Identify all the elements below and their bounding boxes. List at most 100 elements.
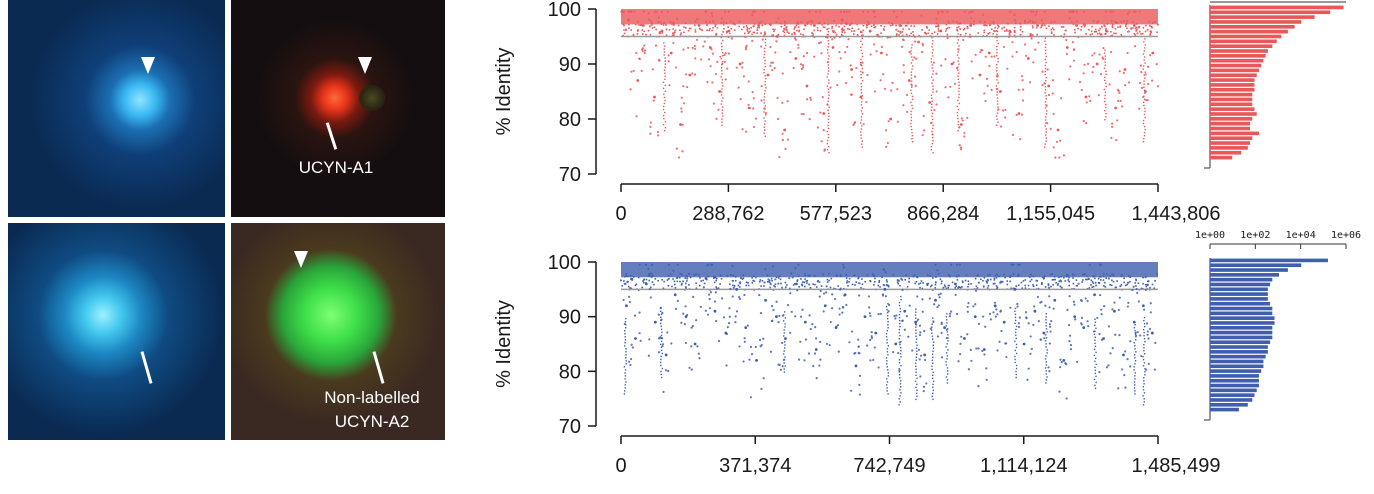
data-point bbox=[747, 106, 751, 110]
data-point bbox=[1113, 32, 1115, 35]
data-point bbox=[900, 380, 902, 382]
data-point bbox=[844, 82, 848, 85]
data-point bbox=[769, 45, 772, 49]
data-point bbox=[931, 115, 933, 118]
data-point bbox=[1009, 276, 1011, 279]
data-point bbox=[722, 39, 724, 42]
data-point bbox=[899, 389, 901, 391]
data-point bbox=[998, 25, 1000, 28]
data-point bbox=[915, 329, 917, 331]
data-point bbox=[861, 113, 864, 115]
data-point bbox=[1049, 325, 1052, 328]
data-point bbox=[853, 352, 856, 355]
data-point bbox=[1044, 92, 1046, 94]
data-point bbox=[732, 274, 735, 277]
data-point bbox=[861, 34, 863, 36]
data-point bbox=[664, 90, 667, 93]
data-point bbox=[1142, 356, 1144, 358]
data-point bbox=[1065, 363, 1068, 366]
data-point bbox=[708, 307, 712, 310]
data-point bbox=[694, 57, 697, 60]
data-point bbox=[761, 24, 764, 27]
data-point bbox=[683, 26, 685, 28]
data-point bbox=[915, 335, 917, 337]
data-point bbox=[1062, 25, 1065, 29]
data-point bbox=[660, 337, 662, 340]
data-point bbox=[994, 26, 996, 29]
data-point bbox=[940, 280, 943, 283]
data-point bbox=[907, 21, 909, 24]
data-point bbox=[744, 46, 748, 49]
data-point bbox=[887, 318, 889, 320]
data-point bbox=[1143, 337, 1146, 340]
data-point bbox=[760, 45, 763, 48]
data-point bbox=[1044, 119, 1047, 121]
data-point bbox=[949, 312, 952, 315]
data-point bbox=[733, 29, 736, 31]
data-point bbox=[996, 94, 998, 96]
data-point bbox=[734, 315, 737, 318]
data-point bbox=[712, 20, 714, 22]
data-point bbox=[1128, 10, 1131, 13]
data-point bbox=[910, 62, 913, 64]
data-point bbox=[1098, 332, 1101, 336]
data-point bbox=[957, 123, 959, 126]
data-point bbox=[829, 86, 832, 89]
data-point bbox=[716, 27, 719, 29]
data-point bbox=[1009, 275, 1012, 277]
data-point bbox=[720, 57, 723, 60]
data-point bbox=[1156, 273, 1158, 275]
data-point bbox=[845, 277, 848, 280]
histogram-bar bbox=[1210, 54, 1266, 58]
data-point bbox=[721, 82, 723, 84]
data-point bbox=[803, 28, 805, 31]
data-point bbox=[709, 65, 712, 68]
data-point bbox=[827, 67, 830, 69]
data-point bbox=[1024, 21, 1027, 24]
data-point bbox=[784, 326, 786, 328]
data-point bbox=[1142, 27, 1145, 29]
data-point bbox=[851, 27, 853, 30]
data-point bbox=[1115, 32, 1117, 35]
data-point bbox=[664, 78, 666, 80]
data-point bbox=[1114, 286, 1117, 289]
data-point bbox=[1054, 278, 1056, 281]
data-point bbox=[813, 29, 815, 32]
data-point bbox=[1086, 299, 1089, 303]
data-point bbox=[827, 91, 830, 93]
data-point bbox=[854, 284, 856, 286]
data-point bbox=[1068, 334, 1072, 337]
data-point bbox=[672, 269, 675, 272]
data-point bbox=[782, 320, 785, 322]
data-point bbox=[947, 20, 950, 23]
data-point bbox=[990, 55, 993, 58]
data-point bbox=[1146, 98, 1149, 102]
data-point bbox=[748, 358, 751, 361]
data-point bbox=[867, 20, 869, 23]
data-point bbox=[666, 10, 669, 13]
data-point bbox=[772, 28, 774, 31]
data-point bbox=[1091, 54, 1094, 57]
data-point bbox=[684, 277, 687, 279]
data-point bbox=[782, 335, 785, 337]
data-point bbox=[721, 64, 723, 66]
data-point bbox=[702, 279, 704, 282]
data-point bbox=[1030, 10, 1033, 13]
data-point bbox=[1142, 365, 1145, 367]
histogram-bar bbox=[1210, 39, 1277, 44]
histogram-bar bbox=[1210, 83, 1255, 87]
data-point bbox=[840, 23, 843, 25]
data-point bbox=[918, 333, 922, 337]
data-point bbox=[914, 84, 917, 88]
data-point bbox=[1103, 285, 1105, 287]
data-point bbox=[783, 27, 786, 30]
data-point bbox=[660, 319, 662, 322]
data-point bbox=[950, 263, 953, 266]
data-point bbox=[1065, 38, 1068, 42]
data-point bbox=[790, 272, 793, 275]
data-point bbox=[895, 28, 898, 31]
data-point bbox=[1135, 30, 1137, 32]
data-point bbox=[947, 273, 950, 276]
data-point bbox=[931, 136, 934, 139]
data-point bbox=[1098, 53, 1101, 56]
